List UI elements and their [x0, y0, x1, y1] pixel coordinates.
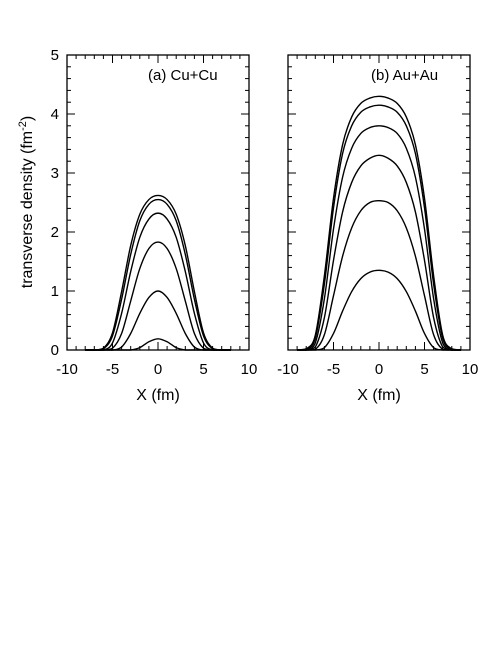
x-tick-label: -5: [106, 361, 119, 378]
y-axis-label-close: ): [19, 116, 36, 121]
panel-b-title: (b) Au+Au: [371, 67, 438, 84]
density-curve-5: [85, 290, 231, 351]
density-curve-4: [85, 241, 231, 351]
panel-b-au-au: -10 -5 0 5 10 (b) Au+Au X (fm): [277, 54, 478, 404]
x-tick-label: 10: [241, 361, 258, 378]
density-curve-4: [297, 154, 461, 351]
y-tick-label: 3: [51, 165, 59, 182]
density-curve-3: [85, 212, 231, 351]
panel-a-cu-cu: -10 -5 0 5 10 0 1 2 3 4 5 (a) Cu+Cu X (fm): [51, 47, 258, 404]
x-tick-label: -5: [327, 361, 340, 378]
panel-a-x-axis-label: X (fm): [136, 387, 180, 404]
x-tick-label: 0: [154, 361, 162, 378]
panel-b-x-axis-label: X (fm): [357, 387, 401, 404]
panel-b-ticks: [287, 54, 471, 351]
y-tick-label: 5: [51, 47, 59, 64]
x-tick-label: 0: [375, 361, 383, 378]
density-curve-2: [85, 198, 231, 351]
x-tick-label: 10: [462, 361, 479, 378]
x-tick-label: 5: [420, 361, 428, 378]
density-curve-6: [297, 269, 461, 351]
y-tick-label: 1: [51, 283, 59, 300]
panel-b-tick-labels: -10 -5 0 5 10: [277, 361, 478, 378]
panel-b-frame: [287, 54, 471, 351]
density-curve-6: [85, 338, 231, 351]
density-curve-2: [297, 104, 461, 351]
density-curve-3: [297, 125, 461, 351]
x-tick-label: 5: [199, 361, 207, 378]
density-curve-5: [297, 200, 461, 351]
x-tick-label: -10: [277, 361, 299, 378]
density-curve-1: [297, 95, 461, 351]
panel-a-ticks: [66, 54, 250, 351]
panel-a-curves: [85, 194, 231, 351]
y-axis-label-main: transverse density (fm: [19, 131, 36, 288]
y-tick-label: 0: [51, 342, 59, 359]
y-axis-label-superscript: -2: [17, 121, 29, 131]
panel-a-frame: [66, 54, 250, 351]
density-curve-1: [85, 194, 231, 351]
panel-a-title: (a) Cu+Cu: [148, 67, 218, 84]
x-tick-label: -10: [56, 361, 78, 378]
panel-b-curves: [297, 95, 461, 351]
panel-a-tick-labels: -10 -5 0 5 10 0 1 2 3 4 5: [51, 47, 258, 378]
y-tick-label: 2: [51, 224, 59, 241]
y-tick-label: 4: [51, 106, 59, 123]
y-axis-label: transverse density (fm-2): [17, 116, 36, 289]
